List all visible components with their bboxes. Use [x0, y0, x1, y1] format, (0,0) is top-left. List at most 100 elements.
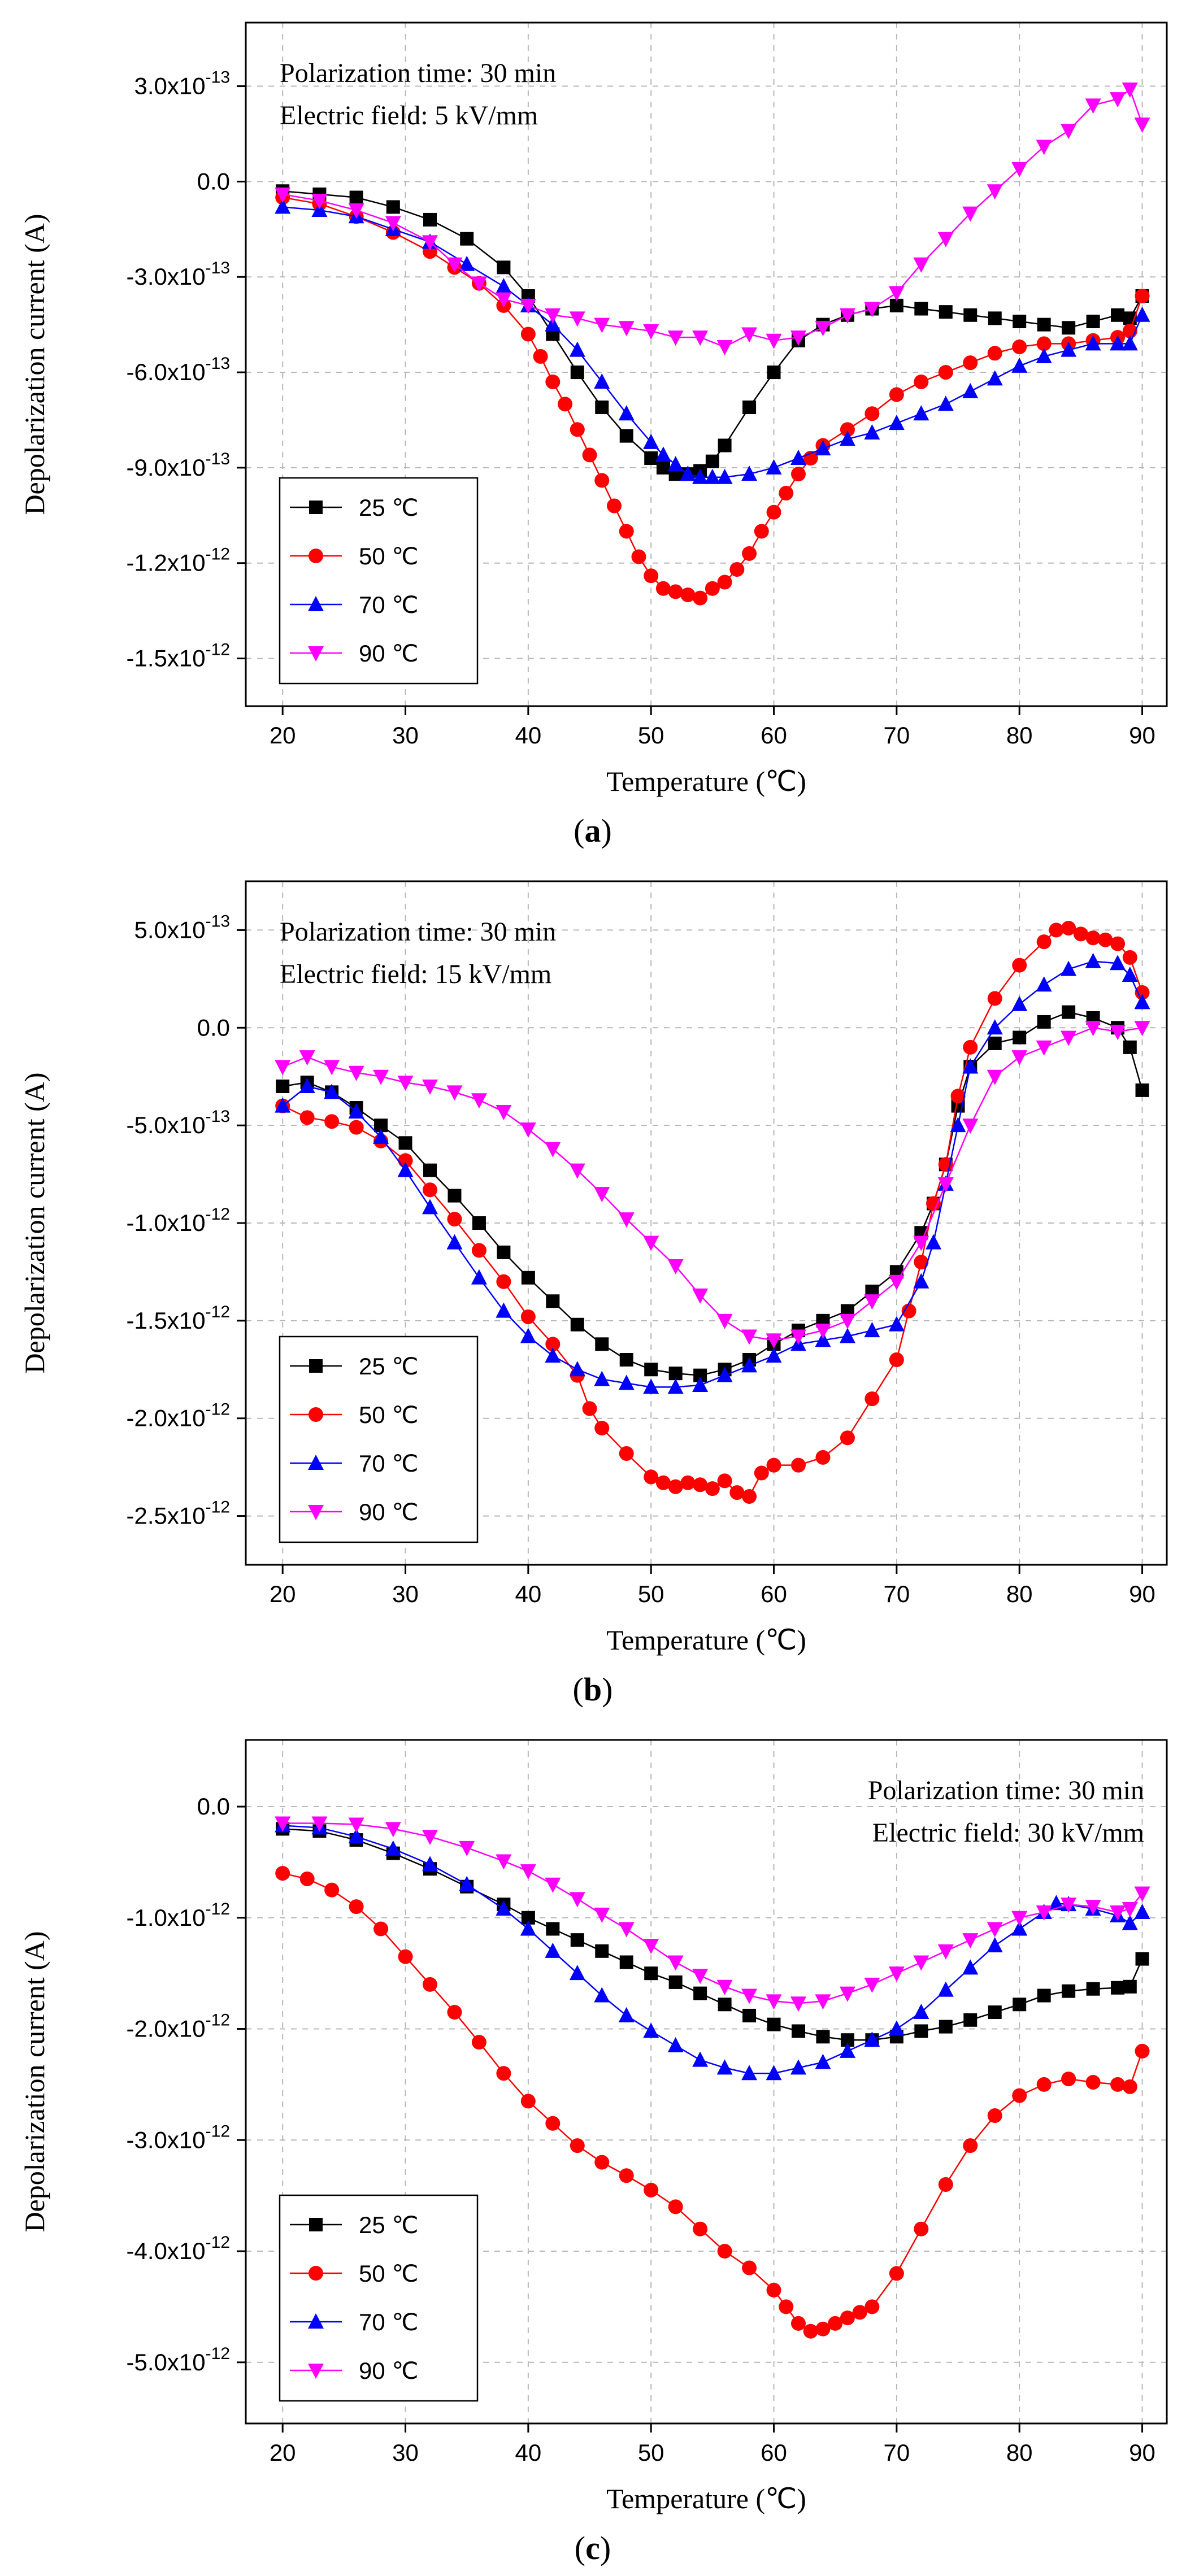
data-point — [963, 2138, 978, 2153]
data-point — [594, 1187, 610, 1203]
data-point — [742, 1489, 757, 1504]
data-point — [275, 1816, 291, 1832]
legend-label: 25 ℃ — [359, 2212, 419, 2238]
data-point — [1110, 936, 1126, 951]
data-point — [582, 1401, 597, 1416]
data-point — [569, 311, 585, 327]
data-point — [705, 581, 720, 596]
data-point — [1135, 985, 1150, 1000]
data-point — [595, 1944, 609, 1958]
series-line — [283, 1825, 1143, 2074]
legend-marker — [308, 2313, 324, 2329]
data-point — [987, 1069, 1003, 1085]
data-point — [497, 1245, 511, 1259]
data-point — [741, 1988, 758, 2004]
data-point — [275, 1866, 290, 1881]
data-point — [680, 588, 696, 603]
data-point — [496, 292, 512, 308]
x-tick-label: 90 — [1129, 1581, 1155, 1607]
data-point — [644, 451, 658, 465]
series-4 — [275, 82, 1150, 356]
series-layer — [275, 82, 1150, 606]
data-point — [397, 1161, 414, 1177]
y-tick-label: 0.0 — [197, 1014, 230, 1041]
data-point — [988, 2005, 1002, 2020]
data-point — [643, 1938, 659, 1954]
data-point — [1135, 289, 1150, 303]
data-point — [791, 467, 806, 482]
data-point — [815, 321, 831, 337]
data-point — [815, 2053, 831, 2069]
data-point — [987, 346, 1002, 361]
legend-marker — [309, 1407, 323, 1422]
data-point — [1013, 1030, 1027, 1045]
data-point — [962, 1058, 979, 1074]
data-point — [1134, 1903, 1150, 1919]
data-point — [496, 1854, 512, 1870]
data-point — [594, 1421, 610, 1435]
legend-label: 90 ℃ — [359, 2357, 419, 2384]
data-point — [398, 1136, 412, 1150]
data-point — [864, 1977, 880, 1993]
data-point — [914, 1255, 929, 1270]
data-point — [496, 1302, 512, 1318]
data-point — [718, 438, 732, 452]
data-point — [471, 2035, 486, 2050]
data-point — [520, 1328, 536, 1343]
data-point — [839, 308, 855, 324]
data-point — [950, 1089, 966, 1104]
data-point — [422, 235, 438, 251]
data-point — [655, 1475, 671, 1490]
data-point — [839, 2042, 855, 2058]
data-point — [913, 2004, 929, 2020]
data-point — [1062, 1984, 1076, 1998]
data-point — [741, 2065, 758, 2081]
data-point — [692, 2051, 709, 2067]
annotation-polarization-time: Polarization time: 30 min — [280, 58, 556, 88]
data-point — [693, 1477, 708, 1492]
data-point — [901, 1303, 916, 1319]
data-point — [716, 2059, 733, 2075]
data-point — [963, 355, 978, 371]
legend-item: 70 ℃ — [290, 2309, 419, 2335]
data-point — [888, 1966, 905, 1982]
series-line — [283, 190, 1143, 475]
series-layer — [275, 920, 1150, 1504]
data-point — [1011, 162, 1028, 177]
data-point — [618, 405, 635, 421]
data-point — [839, 1986, 855, 2002]
data-point — [741, 1329, 758, 1345]
caption-letter: b — [584, 1671, 602, 1708]
data-point — [864, 2031, 880, 2047]
data-point — [1037, 1988, 1051, 2003]
data-point — [545, 308, 561, 324]
y-tick-label: -1.0x10-12 — [127, 1900, 230, 1931]
data-point — [1085, 2074, 1101, 2090]
y-tick-label: -5.0x10-13 — [127, 1107, 230, 1138]
data-point — [803, 2323, 818, 2339]
data-point — [1085, 1021, 1101, 1037]
legend-label: 50 ℃ — [359, 543, 419, 569]
data-point — [729, 1485, 745, 1500]
data-point — [864, 1391, 880, 1407]
legend: 25 ℃ 50 ℃ 70 ℃ 90 ℃ — [279, 1335, 479, 1543]
data-point — [558, 397, 573, 412]
data-point — [569, 341, 585, 357]
series-3 — [275, 1817, 1150, 2081]
data-point — [987, 184, 1003, 200]
data-point — [299, 1110, 315, 1125]
data-point — [741, 1357, 758, 1373]
data-point — [1036, 336, 1052, 351]
data-point — [779, 2299, 794, 2314]
data-point — [447, 2005, 462, 2020]
x-tick-label: 30 — [392, 722, 419, 749]
data-point — [962, 382, 979, 398]
data-point — [913, 405, 929, 421]
data-point — [1036, 2077, 1052, 2092]
data-point — [643, 2022, 659, 2038]
x-tick-label: 80 — [1006, 722, 1033, 749]
data-point — [693, 2221, 708, 2236]
data-point — [1123, 1979, 1137, 1994]
y-tick-label: 0.0 — [197, 1793, 230, 1820]
data-point — [716, 468, 733, 484]
